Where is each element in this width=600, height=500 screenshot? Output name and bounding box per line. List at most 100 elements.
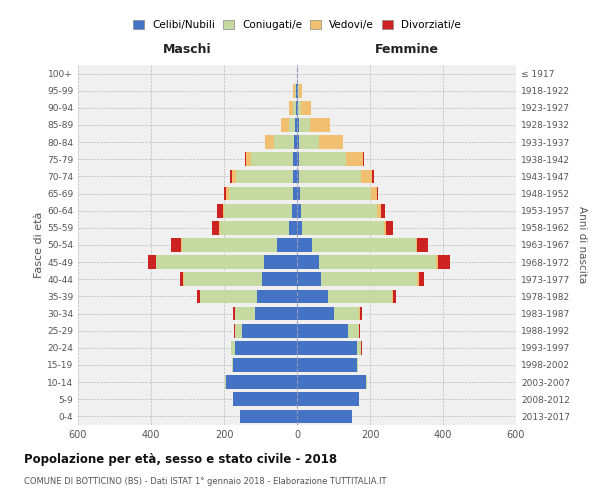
Bar xyxy=(235,306,255,320)
Bar xyxy=(297,306,334,320)
Bar xyxy=(293,152,297,166)
Bar xyxy=(299,152,346,166)
Bar xyxy=(233,392,297,406)
Bar xyxy=(274,136,294,149)
Bar xyxy=(328,290,392,304)
Bar xyxy=(377,204,381,218)
Bar xyxy=(298,84,299,98)
Bar xyxy=(242,324,297,338)
Bar xyxy=(233,358,297,372)
Bar xyxy=(182,238,277,252)
Bar xyxy=(297,136,299,149)
Bar xyxy=(226,186,229,200)
Bar xyxy=(300,186,371,200)
Bar xyxy=(225,376,226,389)
Bar xyxy=(357,341,361,354)
Bar xyxy=(181,238,182,252)
Bar xyxy=(218,221,220,234)
Y-axis label: Fasce di età: Fasce di età xyxy=(34,212,44,278)
Bar xyxy=(299,170,361,183)
Bar xyxy=(297,358,357,372)
Bar xyxy=(297,410,352,424)
Bar xyxy=(301,204,377,218)
Bar xyxy=(310,118,330,132)
Bar xyxy=(296,101,297,114)
Bar xyxy=(289,101,293,114)
Bar xyxy=(297,256,319,269)
Bar xyxy=(377,186,379,200)
Bar xyxy=(217,204,223,218)
Bar xyxy=(297,170,299,183)
Bar xyxy=(299,84,302,98)
Bar xyxy=(229,186,293,200)
Bar xyxy=(384,221,386,234)
Bar xyxy=(319,256,436,269)
Bar xyxy=(348,324,359,338)
Bar xyxy=(156,256,157,269)
Bar xyxy=(212,221,218,234)
Text: Maschi: Maschi xyxy=(163,42,212,56)
Bar xyxy=(264,256,297,269)
Bar xyxy=(289,221,297,234)
Bar xyxy=(226,376,297,389)
Bar xyxy=(418,272,419,286)
Bar xyxy=(419,272,424,286)
Bar xyxy=(184,272,262,286)
Bar xyxy=(251,152,293,166)
Bar xyxy=(319,136,343,149)
Bar xyxy=(360,306,362,320)
Bar xyxy=(246,152,251,166)
Bar xyxy=(197,290,200,304)
Bar xyxy=(224,186,226,200)
Bar xyxy=(235,341,297,354)
Bar xyxy=(295,84,296,98)
Bar xyxy=(299,118,310,132)
Bar xyxy=(265,136,274,149)
Bar xyxy=(297,118,299,132)
Bar xyxy=(297,204,301,218)
Bar xyxy=(297,84,298,98)
Text: COMUNE DI BOTTICINO (BS) - Dati ISTAT 1° gennaio 2018 - Elaborazione TUTTITALIA.: COMUNE DI BOTTICINO (BS) - Dati ISTAT 1°… xyxy=(24,478,386,486)
Bar xyxy=(293,170,297,183)
Bar xyxy=(296,84,297,98)
Bar xyxy=(223,204,224,218)
Bar xyxy=(171,238,181,252)
Bar xyxy=(436,256,437,269)
Bar xyxy=(418,238,428,252)
Bar xyxy=(232,341,235,354)
Bar xyxy=(297,101,298,114)
Bar xyxy=(297,272,321,286)
Bar xyxy=(301,101,311,114)
Bar xyxy=(281,118,289,132)
Bar xyxy=(297,290,328,304)
Bar xyxy=(297,376,367,389)
Bar xyxy=(233,306,235,320)
Bar xyxy=(321,272,418,286)
Bar xyxy=(200,290,257,304)
Legend: Celibi/Nubili, Coniugati/e, Vedovi/e, Divorziati/e: Celibi/Nubili, Coniugati/e, Vedovi/e, Di… xyxy=(133,20,461,30)
Bar xyxy=(297,324,348,338)
Bar xyxy=(311,238,416,252)
Bar xyxy=(293,84,295,98)
Bar xyxy=(357,358,358,372)
Bar xyxy=(359,306,360,320)
Bar xyxy=(298,101,301,114)
Text: Popolazione per età, sesso e stato civile - 2018: Popolazione per età, sesso e stato civil… xyxy=(24,452,337,466)
Bar xyxy=(416,238,418,252)
Bar xyxy=(297,152,299,166)
Bar xyxy=(293,101,296,114)
Bar xyxy=(334,306,359,320)
Bar xyxy=(232,170,236,183)
Bar xyxy=(297,186,300,200)
Bar xyxy=(148,256,156,269)
Bar xyxy=(371,186,377,200)
Bar xyxy=(297,221,302,234)
Bar xyxy=(262,272,297,286)
Bar xyxy=(235,324,242,338)
Bar xyxy=(295,118,297,132)
Bar xyxy=(241,410,297,424)
Bar xyxy=(302,221,384,234)
Bar xyxy=(297,238,311,252)
Bar xyxy=(392,290,395,304)
Bar xyxy=(437,256,450,269)
